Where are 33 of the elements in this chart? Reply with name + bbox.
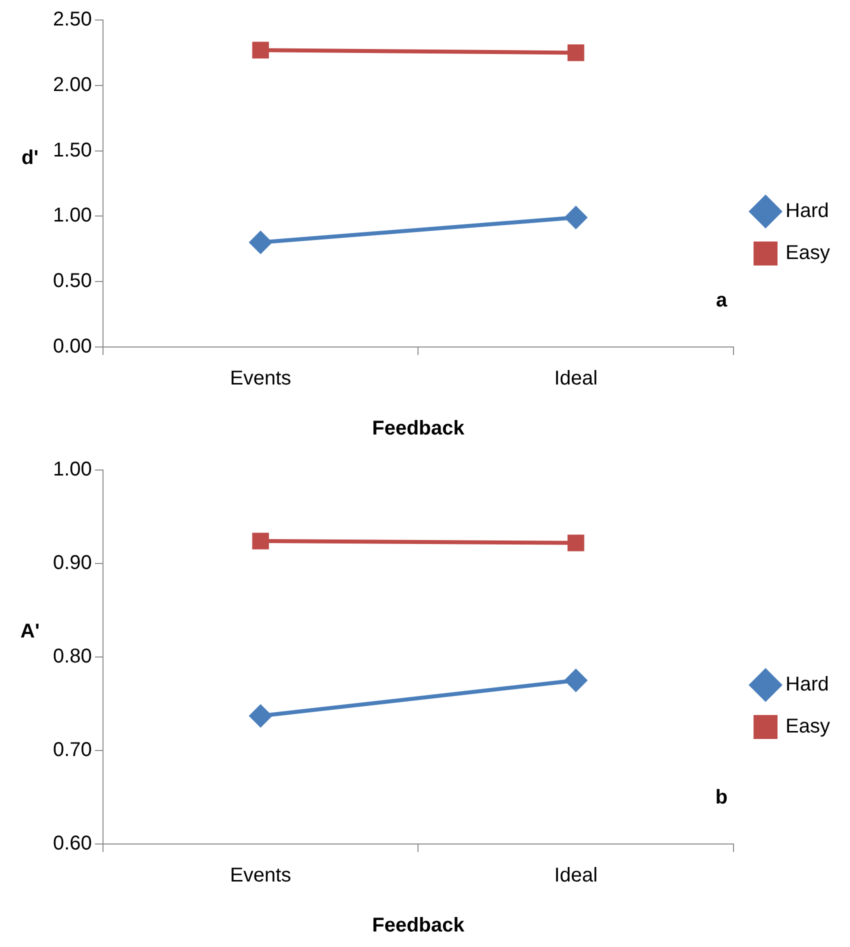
y-tick-label: 0.70 [52, 739, 92, 762]
x-tick-label: Events [230, 368, 292, 390]
x-tick-label: Events [230, 864, 292, 887]
legend-label: Hard [786, 200, 829, 222]
y-tick-label: 0.80 [52, 646, 92, 668]
x-axis-title: Feedback [372, 914, 466, 937]
legend-label: Hard [786, 674, 829, 696]
legend-label: Easy [786, 242, 830, 264]
y-tick-label: 0.00 [52, 336, 92, 358]
point [250, 231, 272, 254]
y-tick-label: 0.60 [52, 832, 92, 855]
annotation: a [716, 290, 728, 312]
y-axis-title: d' [22, 147, 38, 170]
annotation: b [715, 786, 728, 809]
x-tick-label: Ideal [554, 368, 598, 390]
point [564, 206, 587, 229]
y-tick-label: 1.00 [52, 458, 92, 481]
y-tick-label: 1.50 [52, 139, 92, 162]
y-tick-label: 0.90 [52, 552, 92, 574]
y-tick-label: 0.50 [52, 270, 92, 292]
y-tick-label: 2.00 [52, 74, 92, 96]
point [568, 534, 584, 552]
x-axis-title: Feedback [372, 418, 466, 440]
point [564, 669, 587, 692]
legend-label: Easy [786, 716, 830, 738]
point [250, 704, 272, 727]
point [252, 532, 269, 550]
point [568, 44, 584, 62]
point [252, 42, 269, 58]
y-tick-label: 2.50 [52, 8, 92, 31]
x-tick-label: Ideal [554, 864, 598, 887]
y-tick-label: 1.00 [52, 204, 92, 227]
y-axis-title: A' [20, 620, 40, 643]
